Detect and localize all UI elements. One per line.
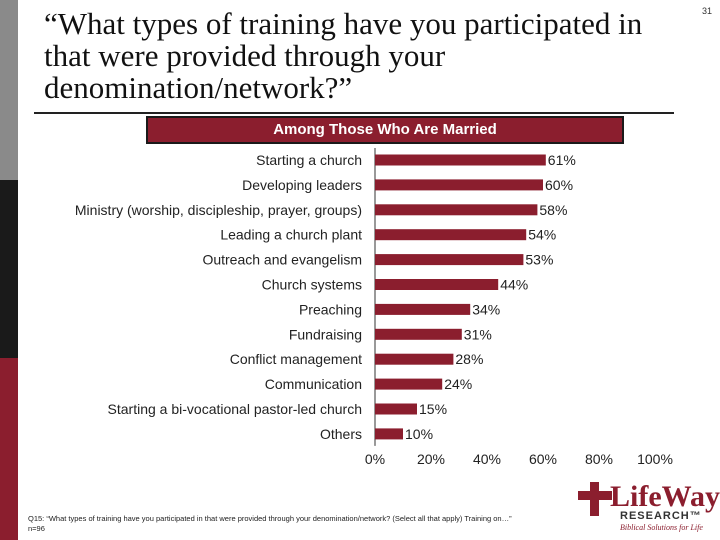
page-number: 31 <box>701 6 712 16</box>
bar <box>375 403 417 415</box>
data-label: 61% <box>548 152 576 168</box>
data-label: 10% <box>405 426 433 442</box>
data-label: 54% <box>528 227 556 243</box>
bar <box>375 179 543 191</box>
bar <box>375 378 443 390</box>
bar <box>375 279 499 290</box>
chart-subtitle: Among Those Who Are Married <box>146 116 624 144</box>
category-label: Developing leaders <box>242 177 362 193</box>
side-band-middle <box>0 180 18 358</box>
x-tick-label: 20% <box>417 451 445 467</box>
lifeway-logo: LifeWay RESEARCH™ Biblical Solutions for… <box>576 480 720 536</box>
bar <box>375 229 527 241</box>
bar <box>375 328 462 340</box>
category-label: Church systems <box>262 277 362 293</box>
x-tick-label: 60% <box>529 451 557 467</box>
data-label: 31% <box>464 326 492 342</box>
category-label: Fundraising <box>289 326 362 342</box>
category-label: Communication <box>265 376 362 392</box>
category-label: Conflict management <box>230 351 362 367</box>
logo-wordmark: LifeWay <box>610 480 720 513</box>
data-label: 24% <box>444 376 472 392</box>
category-label: Starting a bi-vocational pastor-led chur… <box>108 401 362 417</box>
side-band-top <box>0 0 18 180</box>
footnote: Q15: “What types of training have you pa… <box>28 514 512 533</box>
data-label: 34% <box>472 301 500 317</box>
category-label: Starting a church <box>256 152 362 168</box>
data-label: 15% <box>419 401 447 417</box>
x-tick-label: 0% <box>365 451 385 467</box>
category-label: Others <box>320 426 362 442</box>
bar <box>375 154 546 166</box>
x-tick-label: 40% <box>473 451 501 467</box>
bar <box>375 353 454 365</box>
logo-tagline: Biblical Solutions for Life <box>620 523 703 532</box>
category-label: Preaching <box>299 301 362 317</box>
bar <box>375 428 403 440</box>
category-label: Leading a church plant <box>220 227 362 243</box>
data-label: 28% <box>455 351 483 367</box>
data-label: 44% <box>500 277 528 293</box>
category-label: Outreach and evangelism <box>202 252 362 268</box>
side-band-bottom <box>0 358 18 540</box>
bar <box>375 303 471 315</box>
data-label: 53% <box>525 252 553 268</box>
title-divider <box>34 112 674 114</box>
logo-research: RESEARCH™ <box>620 510 702 522</box>
x-tick-label: 80% <box>585 451 613 467</box>
data-label: 58% <box>539 202 567 218</box>
bar <box>375 204 538 216</box>
slide-title: “What types of training have you partici… <box>44 6 643 105</box>
cross-icon <box>578 482 612 516</box>
data-label: 60% <box>545 177 573 193</box>
x-tick-label: 100% <box>637 451 673 467</box>
bar <box>375 254 524 266</box>
category-label: Ministry (worship, discipleship, prayer,… <box>75 202 362 218</box>
